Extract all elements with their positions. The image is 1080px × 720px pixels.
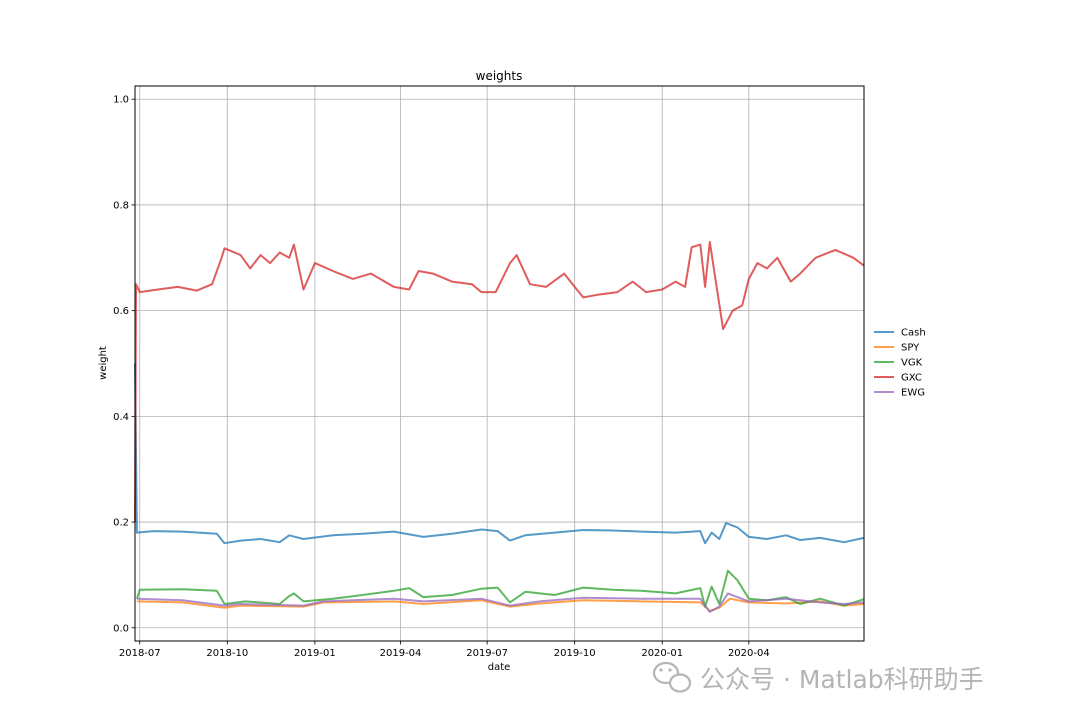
- legend-label-spy: SPY: [901, 343, 920, 354]
- series-line-gxc: [134, 240, 865, 523]
- x-tick-label: 2019-07: [466, 648, 508, 659]
- legend-label-gxc: GXC: [901, 373, 922, 384]
- x-tick-label: 2019-01: [294, 648, 336, 659]
- watermark-text: 公众号 · Matlab科研助手: [700, 665, 984, 694]
- x-tick-label: 2018-10: [206, 648, 248, 659]
- y-tick-label: 0.0: [113, 623, 129, 634]
- x-tick-label: 2019-04: [380, 648, 422, 659]
- grid: [135, 86, 864, 641]
- series-line-ewg: [136, 592, 865, 613]
- y-tick-label: 0.8: [113, 200, 129, 211]
- series-layer: [134, 240, 865, 613]
- y-tick-label: 0.2: [113, 518, 129, 529]
- x-tick-label: 2020-04: [728, 648, 770, 659]
- x-tick-label: 2019-10: [554, 648, 596, 659]
- y-tick-label: 0.4: [113, 412, 129, 423]
- x-axis-ticks: 2018-07 2018-10 2019-01 2019-04 2019-07 2019-…: [119, 641, 770, 659]
- chart-title: weights: [476, 69, 523, 83]
- x-axis-label: date: [488, 662, 511, 673]
- legend-label-ewg: EWG: [901, 388, 925, 399]
- plot-frame: [134, 85, 865, 642]
- x-tick-label: 2018-07: [119, 648, 161, 659]
- series-line-spy: [136, 597, 865, 612]
- legend-label-cash: Cash: [901, 328, 926, 339]
- watermark: 公众号 · Matlab科研助手: [652, 661, 984, 694]
- y-axis-label: weight: [98, 346, 109, 380]
- y-tick-label: 1.0: [113, 95, 129, 106]
- y-axis-ticks: 0.0 0.2 0.4 0.6 0.8 1.0: [113, 95, 135, 634]
- legend: Cash SPY VGK GXC EWG: [874, 328, 926, 399]
- y-tick-label: 0.6: [113, 306, 129, 317]
- legend-label-vgk: VGK: [901, 358, 923, 369]
- wechat-icon: [652, 661, 692, 693]
- series-line-cash: [134, 363, 865, 545]
- series-line-vgk: [135, 569, 865, 608]
- x-tick-label: 2020-01: [641, 648, 683, 659]
